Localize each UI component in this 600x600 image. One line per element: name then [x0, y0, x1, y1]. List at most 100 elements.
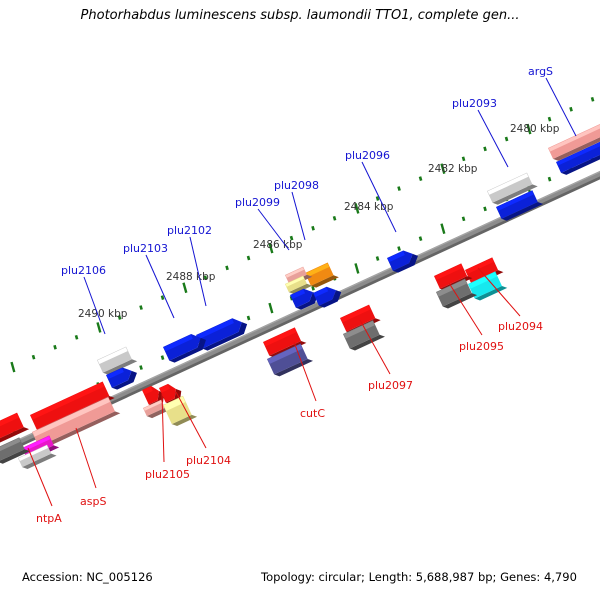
gene-body[interactable]: [106, 365, 135, 388]
gene-plu2099-yellow[interactable]: [285, 274, 313, 296]
gene-plu2106-blue[interactable]: [106, 363, 140, 391]
gene-highlight: [387, 251, 405, 263]
ruler-tick-mark: [504, 136, 509, 142]
ruler-tick-mark: [246, 255, 251, 261]
genome-map-canvas[interactable]: [0, 30, 600, 560]
gene-plu2093-gray[interactable]: [487, 171, 538, 207]
ruler-tick-mark: [117, 315, 122, 320]
gene-highlight: [496, 190, 534, 211]
gene-label-plu2095[interactable]: plu2095: [459, 340, 505, 353]
gene-highlight: [22, 436, 51, 452]
accession-text: Accession: NC_005126: [22, 570, 153, 584]
gene-body[interactable]: [340, 304, 376, 332]
gene-label-plu2104[interactable]: plu2104: [186, 454, 232, 467]
gene-argS[interactable]: [556, 127, 600, 177]
gene-side-face: [102, 359, 138, 375]
gene-label-plu2105[interactable]: plu2105: [145, 468, 191, 481]
ruler-tick-mark: [483, 206, 487, 212]
gene-label-plu2098[interactable]: plu2098: [274, 179, 320, 192]
ruler-tick-mark: [590, 96, 595, 102]
gene-label-plu2097[interactable]: plu2097: [368, 379, 414, 392]
gene-body[interactable]: [305, 262, 334, 286]
status-bar: Accession: NC_005126 Topology: circular;…: [0, 570, 600, 590]
gene-plu2098-orange[interactable]: [305, 261, 339, 289]
gene-highlight: [313, 287, 329, 298]
gene-label-plu2094[interactable]: plu2094: [498, 320, 544, 333]
gene-body[interactable]: [387, 248, 416, 271]
gene-body[interactable]: [434, 263, 468, 289]
gene-highlight: [263, 328, 297, 347]
gene-plu2103[interactable]: [163, 329, 209, 364]
gene-highlight: [0, 413, 19, 431]
gene-highlight: [285, 276, 305, 287]
gene-plu2099-blue2[interactable]: [313, 282, 344, 309]
gene-plu2096[interactable]: [387, 246, 421, 274]
ruler-tick-mark: [354, 263, 360, 274]
gene-plu2106-gray[interactable]: [97, 345, 138, 376]
gene-body[interactable]: [263, 327, 302, 356]
gene-side-face: [0, 427, 30, 443]
ruler-tick-mark: [160, 295, 165, 301]
gene-ntpA-gray[interactable]: [0, 436, 30, 466]
ruler-label: 2484 kbp: [344, 201, 394, 213]
gene-side-face: [288, 283, 313, 295]
ruler-tick-mark: [96, 322, 102, 333]
gene-body[interactable]: [97, 346, 132, 373]
ruler-label: 2486 kbp: [253, 239, 303, 251]
gene-label-plu2096[interactable]: plu2096: [345, 149, 391, 162]
ruler-tick-mark: [10, 361, 16, 373]
gene-highlight: [30, 382, 105, 420]
gene-highlight: [290, 289, 306, 300]
gene-highlight: [305, 263, 330, 278]
ruler-label: 2490 kbp: [78, 308, 128, 320]
ruler-tick-mark: [569, 106, 573, 112]
gene-label-argS[interactable]: argS: [528, 65, 554, 78]
ruler-tick-mark: [268, 302, 274, 314]
gene-ntpA-red[interactable]: [0, 411, 30, 444]
gene-label-plu2093[interactable]: plu2093: [452, 97, 498, 110]
gene-highlight: [434, 264, 463, 281]
gene-label-plu2103[interactable]: plu2103: [123, 242, 169, 255]
gene-body[interactable]: [556, 128, 600, 173]
gene-side-face: [501, 202, 544, 221]
ruler-tick-mark: [332, 215, 337, 221]
ruler-tick-mark: [375, 196, 380, 201]
ruler-tick-mark: [418, 236, 423, 241]
gene-plu2099-blue1[interactable]: [290, 284, 321, 311]
gene-label-plu2099[interactable]: plu2099: [235, 196, 281, 209]
gene-label-aspS[interactable]: aspS: [80, 495, 107, 508]
ruler-tick-mark: [311, 285, 315, 291]
gene-label-plu2102[interactable]: plu2102: [167, 224, 213, 237]
gene-side-face: [553, 122, 600, 161]
gene-label-plu2106[interactable]: plu2106: [61, 264, 107, 277]
gene-body[interactable]: [0, 412, 24, 441]
ruler-tick-mark: [547, 176, 552, 182]
gene-body[interactable]: [548, 111, 600, 159]
ruler-tick-mark: [74, 334, 79, 340]
gene-highlight: [548, 112, 600, 152]
gene-highlight: [97, 347, 128, 365]
gene-highlight: [556, 129, 600, 166]
ruler-tick-mark: [440, 223, 446, 235]
gene-side-face: [310, 275, 339, 288]
ruler-tick-mark: [526, 123, 532, 135]
gene-body[interactable]: [30, 381, 110, 430]
gene-label-cutC[interactable]: cutC: [300, 407, 326, 420]
topology-text: Topology: circular; Length: 5,688,987 bp…: [261, 570, 577, 584]
ruler-tick-mark: [160, 355, 165, 361]
gene-body[interactable]: [163, 331, 204, 361]
gene-highlight: [142, 386, 153, 395]
gene-argS-up[interactable]: [548, 110, 600, 162]
gene-label-ntpA[interactable]: ntpA: [36, 512, 62, 525]
ruler-label: 2488 kbp: [166, 271, 216, 283]
gene-side-face: [492, 184, 538, 205]
gene-side-face: [202, 322, 248, 351]
ruler-tick-mark: [461, 156, 466, 162]
ruler-tick-mark: [225, 265, 229, 271]
gene-plu2093-blue[interactable]: [496, 189, 544, 223]
gene-plu2102[interactable]: [196, 314, 250, 353]
gene-body[interactable]: [32, 396, 115, 447]
ruler-tick-mark: [547, 116, 552, 122]
ruler-label: 2480 kbp: [510, 123, 560, 135]
gene-body[interactable]: [196, 315, 245, 349]
